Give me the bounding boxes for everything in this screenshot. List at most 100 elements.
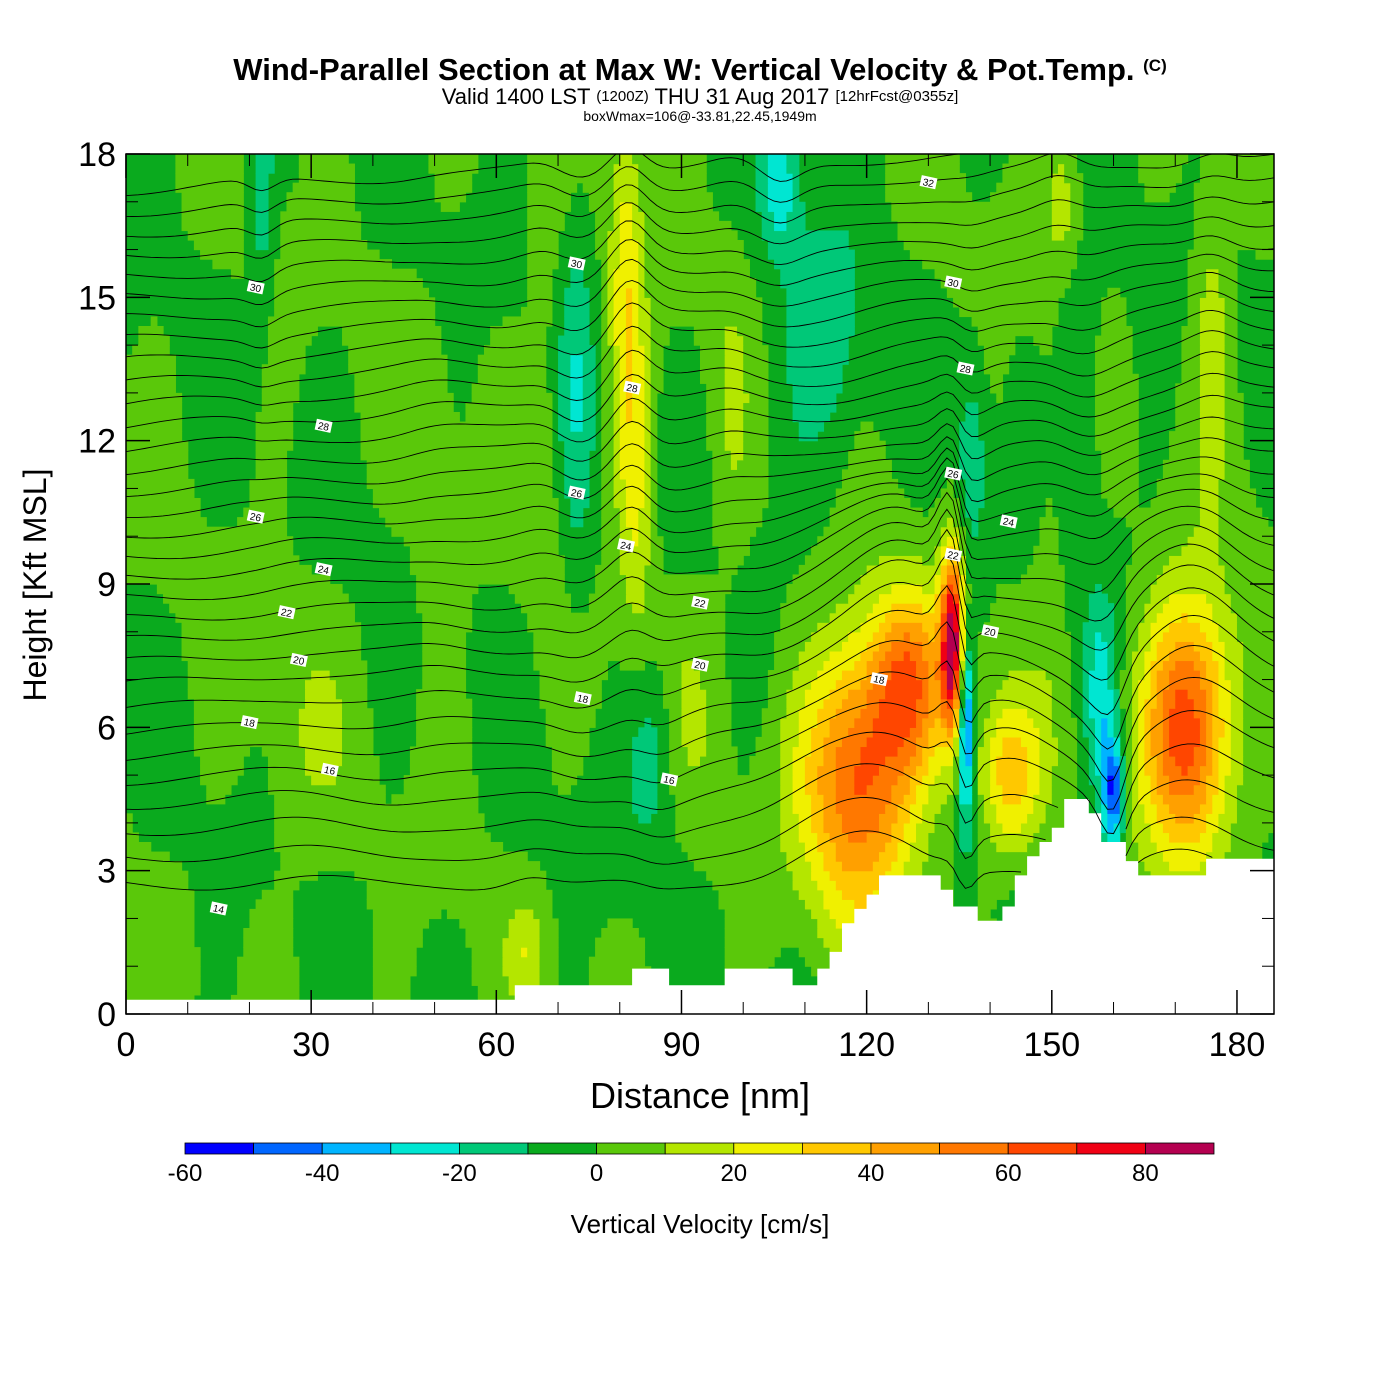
velocity-cell bbox=[564, 450, 590, 461]
velocity-cell bbox=[126, 937, 195, 948]
velocity-cell bbox=[644, 392, 652, 404]
velocity-cell bbox=[1187, 612, 1213, 623]
velocity-cell bbox=[922, 727, 929, 738]
velocity-cell bbox=[1236, 612, 1274, 623]
velocity-cell bbox=[946, 574, 960, 585]
velocity-cell bbox=[1199, 622, 1220, 633]
velocity-cell bbox=[638, 249, 646, 260]
velocity-cell bbox=[545, 708, 596, 719]
velocity-cell bbox=[1002, 163, 1059, 174]
velocity-cell bbox=[990, 822, 1004, 834]
velocity-cell bbox=[743, 421, 769, 432]
velocity-cell bbox=[878, 698, 917, 709]
velocity-cell bbox=[1002, 679, 1053, 690]
velocity-cell bbox=[638, 268, 646, 279]
velocity-cell bbox=[959, 631, 966, 642]
velocity-cell bbox=[601, 412, 615, 423]
velocity-cell bbox=[1175, 689, 1189, 700]
velocity-cell bbox=[959, 813, 973, 824]
velocity-cell bbox=[372, 947, 417, 958]
velocity-cell bbox=[1150, 584, 1226, 595]
velocity-cell bbox=[1113, 698, 1121, 709]
velocity-cell bbox=[588, 201, 615, 212]
velocity-cell bbox=[1243, 660, 1274, 671]
velocity-cell bbox=[990, 192, 1053, 203]
velocity-cell bbox=[1169, 736, 1201, 748]
velocity-cell bbox=[126, 870, 189, 881]
velocity-cell bbox=[644, 478, 652, 490]
velocity-cell bbox=[817, 717, 831, 728]
velocity-cell bbox=[1039, 775, 1053, 786]
velocity-cell bbox=[126, 851, 170, 862]
velocity-cell bbox=[946, 603, 960, 614]
velocity-cell bbox=[613, 201, 621, 212]
velocity-cell bbox=[675, 832, 781, 843]
velocity-cell bbox=[693, 326, 726, 337]
velocity-cell bbox=[570, 412, 584, 423]
velocity-cell bbox=[1212, 641, 1226, 652]
velocity-cell bbox=[965, 507, 979, 518]
velocity-cell bbox=[335, 765, 380, 776]
velocity-cell bbox=[1169, 746, 1195, 757]
velocity-cell bbox=[1051, 765, 1078, 776]
velocity-cell bbox=[1212, 842, 1232, 853]
velocity-cell bbox=[1212, 717, 1226, 728]
velocity-cell bbox=[533, 660, 609, 671]
velocity-cell bbox=[539, 975, 559, 986]
velocity-cell bbox=[1150, 708, 1164, 719]
velocity-cell bbox=[243, 937, 294, 948]
velocity-cell bbox=[1206, 689, 1213, 700]
colorbar: -60 -40 -20 0 20 40 60 80 bbox=[168, 1142, 1215, 1187]
velocity-cell bbox=[311, 670, 331, 681]
velocity-cell bbox=[372, 498, 559, 509]
velocity-cell bbox=[1181, 612, 1189, 623]
velocity-cell bbox=[564, 306, 590, 318]
velocity-cell bbox=[434, 192, 467, 203]
velocity-cell bbox=[1212, 679, 1220, 690]
velocity-cell bbox=[1125, 727, 1133, 738]
velocity-cell bbox=[724, 335, 744, 346]
velocity-cell bbox=[1243, 708, 1274, 719]
velocity-cell bbox=[638, 163, 707, 174]
velocity-cell bbox=[601, 459, 615, 470]
velocity-cell bbox=[767, 679, 794, 690]
velocity-cell bbox=[804, 775, 818, 786]
velocity-cell bbox=[669, 775, 781, 786]
colorbar-swatch bbox=[458, 1142, 529, 1155]
velocity-cell bbox=[1051, 230, 1065, 241]
velocity-cell bbox=[280, 230, 362, 241]
velocity-cell bbox=[1132, 679, 1139, 690]
velocity-cell bbox=[817, 622, 862, 633]
velocity-cell bbox=[792, 402, 837, 413]
velocity-cell bbox=[712, 880, 794, 891]
velocity-cell bbox=[953, 775, 960, 786]
velocity-cell bbox=[1243, 689, 1274, 700]
velocity-cell bbox=[959, 536, 966, 547]
velocity-cell bbox=[595, 564, 621, 576]
velocity-cell bbox=[372, 937, 423, 948]
velocity-cell bbox=[1206, 670, 1220, 681]
velocity-cell bbox=[175, 154, 244, 165]
velocity-cell bbox=[1051, 220, 1071, 232]
velocity-cell bbox=[416, 574, 565, 585]
velocity-cell bbox=[872, 727, 911, 738]
velocity-cell bbox=[446, 908, 516, 920]
velocity-cell bbox=[761, 230, 849, 241]
velocity-cell bbox=[638, 297, 652, 308]
velocity-cell bbox=[996, 689, 1053, 700]
velocity-cell bbox=[354, 392, 454, 404]
velocity-cell bbox=[570, 364, 584, 375]
velocity-cell bbox=[1199, 488, 1220, 499]
velocity-cell bbox=[551, 756, 584, 767]
velocity-cell bbox=[1218, 622, 1238, 633]
contour-label-box bbox=[277, 605, 296, 620]
contour-label-box bbox=[567, 485, 586, 500]
velocity-cell bbox=[601, 517, 621, 528]
velocity-cell bbox=[965, 402, 979, 413]
velocity-cell bbox=[613, 440, 621, 451]
velocity-cell bbox=[601, 421, 615, 432]
velocity-cell bbox=[1199, 765, 1213, 776]
velocity-cell bbox=[1169, 431, 1201, 442]
velocity-cell bbox=[601, 297, 609, 308]
velocity-cell bbox=[743, 354, 769, 365]
